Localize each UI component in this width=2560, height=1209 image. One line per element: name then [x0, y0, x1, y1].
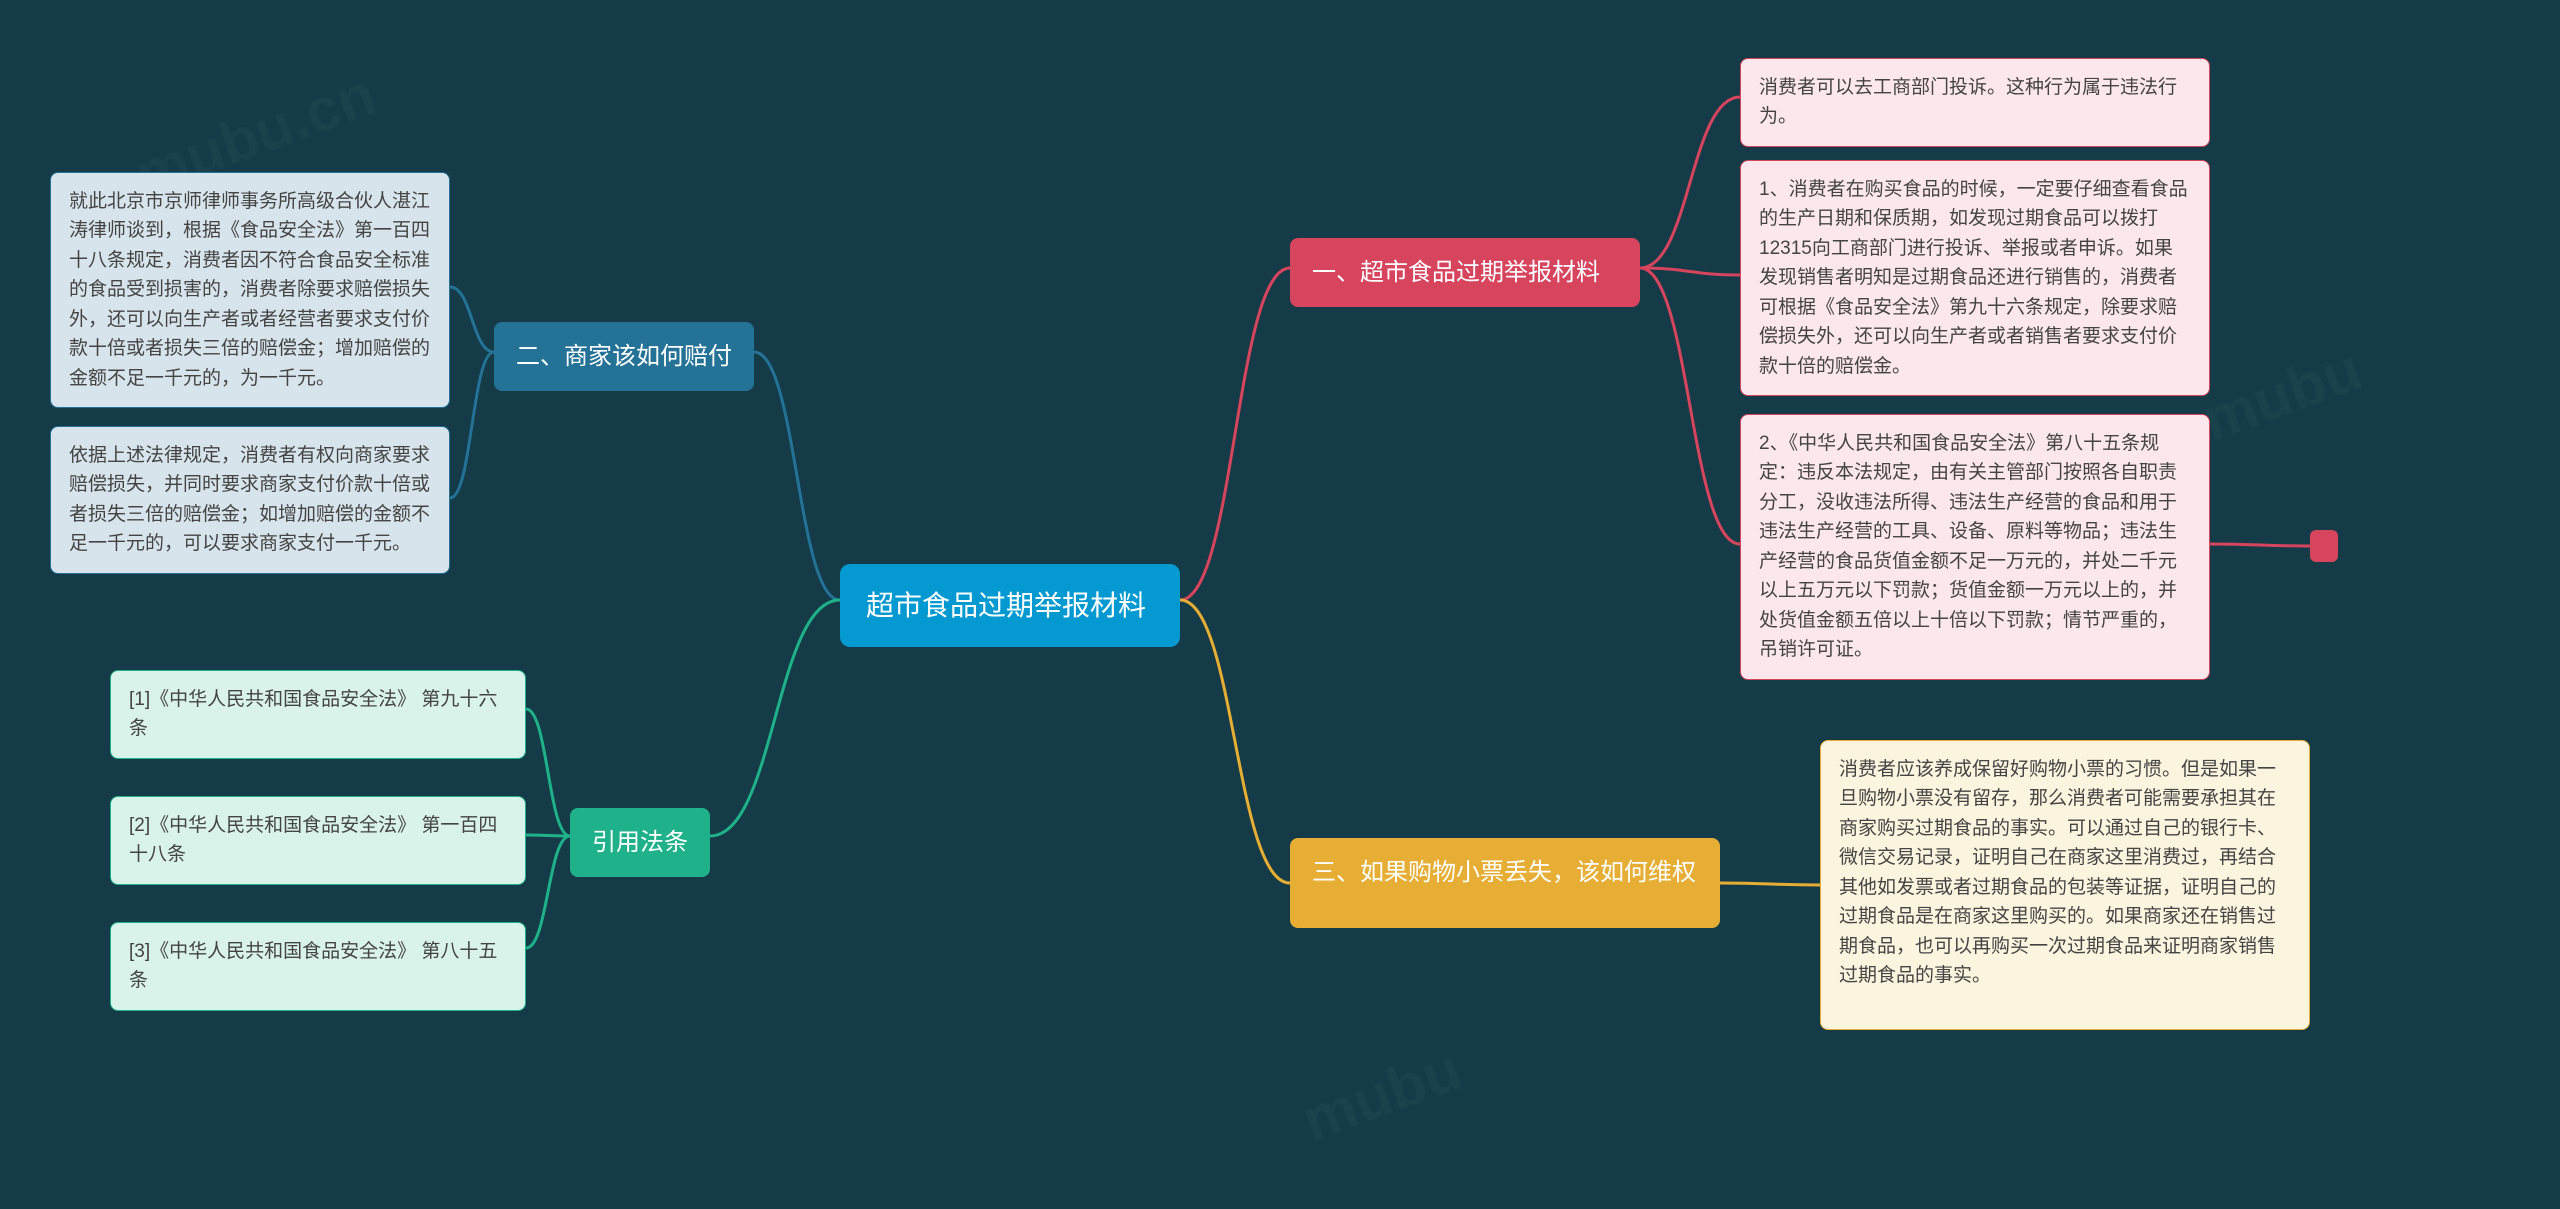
watermark: mubu [2193, 334, 2370, 455]
stub-node [2310, 530, 2338, 562]
leaf-b4-2: [3]《中华人民共和国食品安全法》 第八十五条 [110, 922, 526, 1011]
leaf-b1-0: 消费者可以去工商部门投诉。这种行为属于违法行为。 [1740, 58, 2210, 147]
branch-b4: 引用法条 [570, 808, 710, 877]
leaf-b2-1: 依据上述法律规定，消费者有权向商家要求赔偿损失，并同时要求商家支付价款十倍或者损… [50, 426, 450, 574]
branch-b3: 三、如果购物小票丢失，该如何维权 [1290, 838, 1720, 928]
leaf-b4-1: [2]《中华人民共和国食品安全法》 第一百四十八条 [110, 796, 526, 885]
branch-b1: 一、超市食品过期举报材料 [1290, 238, 1640, 307]
watermark: mubu [1293, 1034, 1470, 1155]
leaf-b1-2: 2、《中华人民共和国食品安全法》第八十五条规定：违反本法规定，由有关主管部门按照… [1740, 414, 2210, 680]
leaf-b4-0: [1]《中华人民共和国食品安全法》 第九十六条 [110, 670, 526, 759]
root-node: 超市食品过期举报材料 [840, 564, 1180, 647]
leaf-b1-1: 1、消费者在购买食品的时候，一定要仔细查看食品的生产日期和保质期，如发现过期食品… [1740, 160, 2210, 396]
leaf-b3-0: 消费者应该养成保留好购物小票的习惯。但是如果一旦购物小票没有留存，那么消费者可能… [1820, 740, 2310, 1030]
branch-b2: 二、商家该如何赔付 [494, 322, 754, 391]
leaf-b2-0: 就此北京市京师律师事务所高级合伙人湛江涛律师谈到，根据《食品安全法》第一百四十八… [50, 172, 450, 408]
